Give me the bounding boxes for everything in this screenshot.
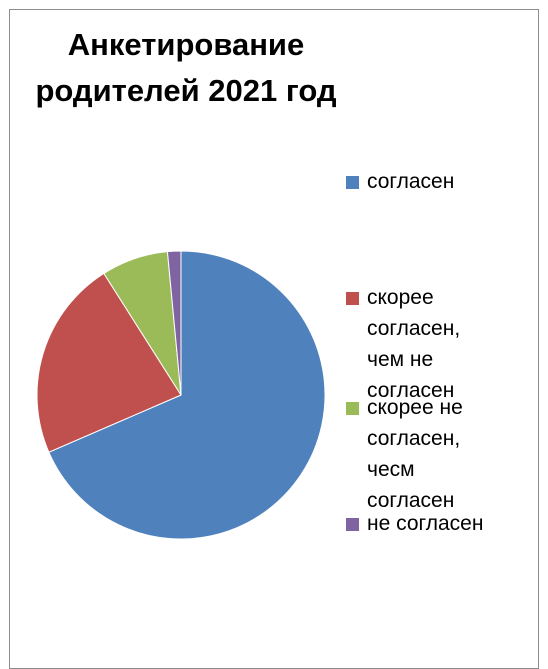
- legend-label-line: согласен,: [367, 427, 461, 450]
- pie-chart: [36, 250, 326, 540]
- legend-label-line: чем не: [367, 348, 434, 371]
- pie-slice-ne-soglasen: [166, 250, 182, 396]
- legend-swatch-ne-soglasen: [346, 518, 359, 531]
- legend-label-line: согласен: [367, 170, 455, 193]
- pie-slice-soglasen: [48, 250, 326, 540]
- legend-label-line: чесм: [367, 458, 415, 481]
- legend-label-line: согласен: [367, 489, 455, 512]
- legend-label-line: не согласен: [367, 512, 484, 535]
- pie-slice-skoree-soglasen: [36, 272, 182, 453]
- legend-label-line: скорее не: [367, 396, 463, 419]
- legend-label-line: согласен: [367, 379, 455, 402]
- legend-swatch-skoree-soglasen: [346, 292, 359, 305]
- legend-swatch-soglasen: [346, 176, 359, 189]
- chart-title-line-1: Анкетирование: [67, 27, 305, 62]
- chart-title-line-2: родителей 2021 год: [35, 73, 337, 108]
- legend-swatch-skoree-ne-soglasen: [346, 402, 359, 415]
- legend-label-line: согласен,: [367, 317, 461, 340]
- chart-title: Анкетирование родителей 2021 год: [0, 22, 372, 114]
- legend-label-line: скорее: [367, 286, 434, 309]
